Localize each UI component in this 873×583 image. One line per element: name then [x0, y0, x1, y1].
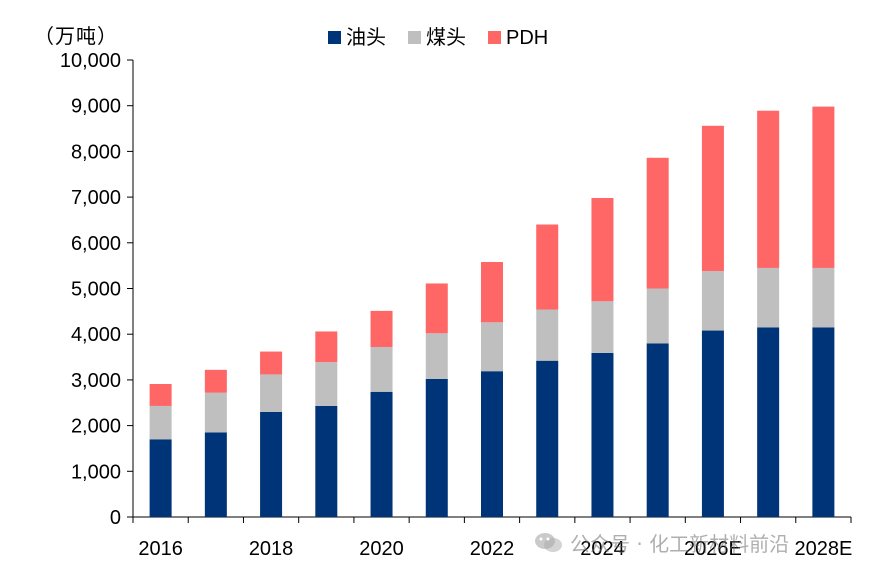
bar-PDH-2022	[481, 261, 503, 323]
legend-label: 油头	[346, 26, 386, 49]
y-tick-label: 8,000	[71, 141, 121, 163]
y-tick-label: 10,000	[60, 50, 121, 72]
x-tick-label: 2022	[470, 538, 515, 560]
y-tick-label: 0	[110, 507, 121, 529]
bar-煤头-2028E	[812, 267, 835, 328]
y-tick-label: 1,000	[71, 461, 121, 483]
bar-PDH-2028E	[812, 106, 835, 268]
bar-油头-2018	[260, 411, 283, 517]
bar-煤头-2023	[536, 309, 559, 361]
bar-PDH-2025E	[646, 157, 669, 289]
y-tick-label: 5,000	[71, 279, 121, 301]
bar-PDH-2019	[315, 331, 338, 363]
bar-PDH-2018	[260, 351, 283, 375]
wechat-icon	[535, 532, 562, 552]
bar-煤头-2017	[204, 392, 227, 433]
bar-油头-2028E	[812, 327, 835, 517]
watermark: 公众号 · 化工新材料前沿	[534, 528, 789, 557]
bar-煤头-2025E	[646, 288, 669, 344]
legend-label: 煤头	[426, 26, 466, 49]
bar-油头-2023	[536, 360, 559, 517]
bar-PDH-2024	[591, 198, 614, 302]
bar-煤头-2019	[315, 362, 338, 406]
y-tick-label: 6,000	[71, 233, 121, 255]
legend-swatch-煤头	[408, 31, 421, 44]
bar-煤头-2018	[260, 374, 283, 412]
watermark-text: 公众号 · 化工新材料前沿	[570, 532, 790, 556]
bar-煤头-2027E	[757, 267, 780, 328]
x-tick-label: 2024	[580, 538, 625, 560]
bar-油头-2019	[315, 405, 338, 517]
y-tick-label: 7,000	[71, 187, 121, 209]
bar-煤头-2024	[591, 301, 614, 353]
y-tick-label: 2,000	[71, 416, 121, 438]
y-tick-label: 3,000	[71, 370, 121, 392]
bar-PDH-2027E	[757, 110, 780, 268]
bar-PDH-2021	[425, 283, 448, 334]
y-tick-label: 9,000	[71, 96, 121, 118]
bar-PDH-2026E	[701, 125, 724, 272]
bar-油头-2025E	[646, 343, 669, 517]
bar-PDH-2020	[370, 310, 393, 347]
bar-油头-2027E	[757, 327, 780, 517]
bar-油头-2016	[149, 439, 172, 517]
legend-swatch-油头	[328, 31, 341, 44]
x-tick-label: 2026E	[684, 538, 742, 560]
x-tick-label: 2020	[359, 538, 404, 560]
bar-PDH-2017	[204, 369, 227, 393]
x-tick-label: 2028E	[794, 538, 852, 560]
x-tick-label: 2018	[249, 538, 294, 560]
y-tick-label: 4,000	[71, 324, 121, 346]
bar-油头-2022	[481, 371, 503, 517]
legend-label: PDH	[506, 27, 548, 49]
bar-煤头-2016	[149, 405, 172, 440]
x-tick-label: 2016	[138, 538, 183, 560]
bar-油头-2017	[204, 432, 227, 517]
bar-PDH-2016	[149, 384, 172, 406]
bar-煤头-2021	[425, 333, 448, 379]
legend-swatch-PDH	[488, 31, 501, 44]
bar-煤头-2026E	[701, 271, 724, 331]
bar-油头-2024	[591, 352, 614, 517]
bar-油头-2026E	[701, 330, 724, 517]
bar-煤头-2020	[370, 346, 393, 392]
bar-PDH-2023	[536, 224, 559, 310]
unit-label: （万吨）	[34, 24, 118, 48]
bar-煤头-2022	[481, 322, 503, 372]
bar-油头-2021	[425, 378, 448, 517]
bar-油头-2020	[370, 391, 393, 517]
